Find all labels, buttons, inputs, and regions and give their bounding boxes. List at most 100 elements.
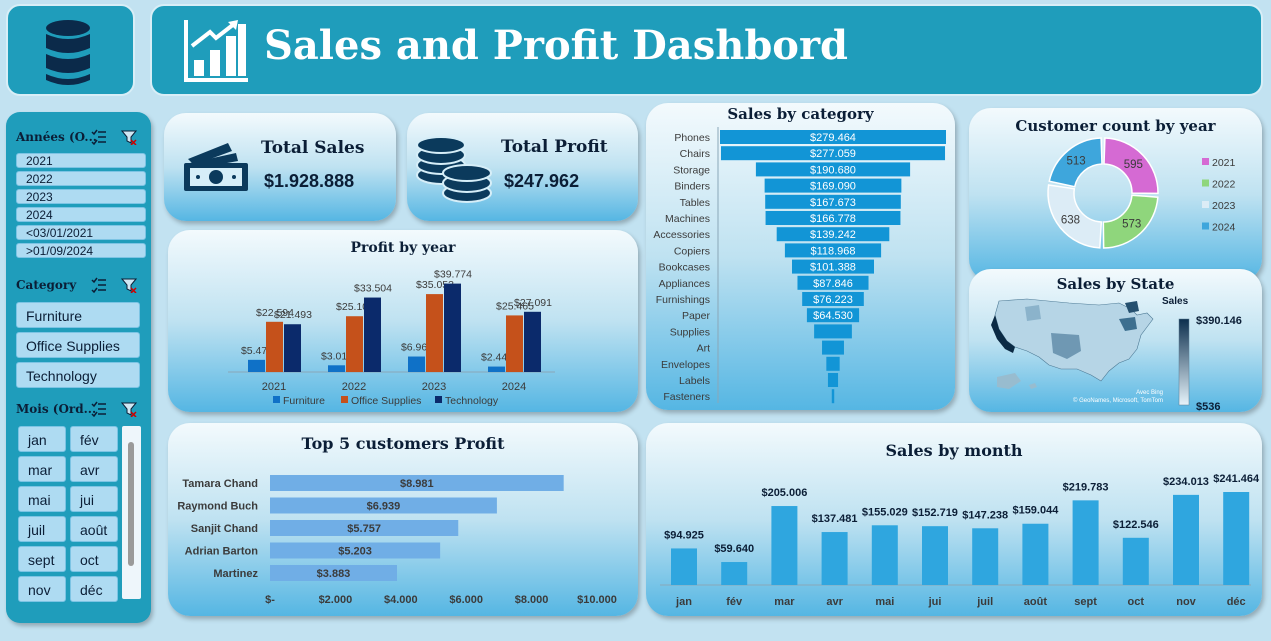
funnel-bar bbox=[826, 356, 840, 371]
sales-by-month-chart: $94.925 jan $59.640 fév $205.006 mar $137.481 a… bbox=[660, 473, 1260, 608]
slicer-panel: Années (O... 2021 2022 2023 2024 <03/01/… bbox=[6, 112, 151, 623]
category-label: Envelopes bbox=[661, 359, 710, 371]
legend-label: 2024 bbox=[1212, 222, 1236, 234]
slicer-category-item[interactable]: Technology bbox=[16, 362, 140, 388]
data-label: $5.470 bbox=[241, 345, 273, 357]
x-tick-label: $4.000 bbox=[384, 594, 418, 606]
data-label: $155.029 bbox=[862, 506, 908, 518]
data-label: $139.242 bbox=[810, 229, 856, 241]
total-sales-card: Total Sales $1.928.888 bbox=[164, 113, 396, 221]
customer-count-chart: 595 573 638 513 2021 2022 2023 2024 bbox=[1047, 137, 1236, 249]
data-label: 595 bbox=[1124, 159, 1143, 171]
customer-label: Tamara Chand bbox=[182, 478, 258, 490]
category-label: Bookcases bbox=[659, 262, 710, 274]
sales-by-state-title: Sales by State bbox=[1056, 275, 1175, 293]
slicer-category-item[interactable]: Office Supplies bbox=[16, 332, 140, 358]
customer-label: Raymond Buch bbox=[177, 501, 258, 513]
bar-office-supplies bbox=[426, 294, 443, 372]
data-label: $33.504 bbox=[354, 283, 392, 295]
slicer-year-item[interactable]: 2024 bbox=[16, 207, 146, 222]
sales-by-state-card: Sales by State Sales $390.146 $536 Avec … bbox=[969, 269, 1262, 412]
data-label: $6.939 bbox=[367, 501, 401, 513]
data-label: $147.238 bbox=[962, 509, 1008, 521]
slicer-month-item[interactable]: août bbox=[70, 516, 118, 542]
x-tick-label: juil bbox=[976, 596, 993, 608]
legend-swatch bbox=[1202, 179, 1209, 187]
x-tick-label: $6.000 bbox=[449, 594, 483, 606]
category-label: Storage bbox=[673, 164, 710, 176]
slicer-month-item[interactable]: juil bbox=[18, 516, 66, 542]
sales-by-month-title: Sales by month bbox=[885, 441, 1023, 460]
donut-slice-2021 bbox=[1103, 137, 1159, 195]
category-label: Fasteners bbox=[663, 391, 710, 403]
slicer-month-item[interactable]: fév bbox=[70, 426, 118, 452]
clear-filter-icon[interactable] bbox=[121, 277, 137, 293]
customer-bar bbox=[270, 542, 441, 559]
category-label: Art bbox=[697, 343, 711, 355]
customer-bar bbox=[270, 520, 459, 536]
total-profit-value: $247.962 bbox=[504, 171, 580, 191]
map-legend-max: $390.146 bbox=[1196, 315, 1242, 327]
customer-count-title: Customer count by year bbox=[1015, 117, 1216, 135]
x-tick-label: 2022 bbox=[342, 381, 366, 393]
months-scrollbar[interactable] bbox=[122, 426, 141, 599]
legend-label: Furniture bbox=[283, 395, 325, 407]
total-sales-label: Total Sales bbox=[261, 138, 365, 158]
slicer-month-item[interactable]: avr bbox=[70, 456, 118, 482]
clear-filter-icon[interactable] bbox=[121, 129, 137, 145]
map-credit-bing: Avec Bing bbox=[1136, 390, 1163, 396]
slicer-year-item[interactable]: >01/09/2024 bbox=[16, 243, 146, 258]
sales-by-category-card: Sales by category Phones $279.464 Chairs $2… bbox=[646, 103, 955, 410]
slicer-month-item[interactable]: oct bbox=[70, 546, 118, 572]
scrollbar-thumb[interactable] bbox=[128, 442, 134, 566]
bar-office-supplies bbox=[506, 315, 523, 372]
data-label: $3.883 bbox=[317, 568, 351, 580]
category-label: Chairs bbox=[680, 148, 710, 160]
x-tick-label: nov bbox=[1176, 596, 1196, 608]
slicer-month-item[interactable]: mar bbox=[18, 456, 66, 482]
multi-select-icon[interactable] bbox=[91, 129, 107, 145]
funnel-bar bbox=[814, 324, 852, 339]
slicer-month-item[interactable]: nov bbox=[18, 576, 66, 602]
data-label: $8.981 bbox=[400, 478, 434, 490]
funnel-bar bbox=[755, 162, 911, 177]
slicer-month-item[interactable]: déc bbox=[70, 576, 118, 602]
multi-select-icon[interactable] bbox=[91, 277, 107, 293]
slicer-years-title: Années (O... bbox=[16, 130, 97, 144]
x-tick-label: $- bbox=[265, 594, 275, 606]
legend-label: 2021 bbox=[1212, 157, 1236, 169]
database-icon bbox=[46, 20, 90, 85]
slicer-year-item[interactable]: 2021 bbox=[16, 153, 146, 168]
category-label: Supplies bbox=[670, 326, 710, 338]
bar-technology bbox=[444, 283, 461, 372]
slicer-year-item[interactable]: 2022 bbox=[16, 171, 146, 186]
slicer-month-item[interactable]: mai bbox=[18, 486, 66, 512]
slicer-year-item[interactable]: 2023 bbox=[16, 189, 146, 204]
clear-filter-icon[interactable] bbox=[121, 401, 137, 417]
database-logo bbox=[6, 4, 135, 96]
slicer-category-item[interactable]: Furniture bbox=[16, 302, 140, 328]
slicer-month-item[interactable]: jan bbox=[18, 426, 66, 452]
month-bar bbox=[771, 506, 798, 585]
data-label: $166.778 bbox=[810, 213, 856, 225]
x-tick-label: jui bbox=[928, 596, 942, 608]
data-label: $118.968 bbox=[810, 245, 855, 257]
data-label: $205.006 bbox=[761, 487, 807, 499]
bar-technology bbox=[524, 311, 541, 372]
coins-icon bbox=[416, 136, 492, 203]
x-tick-label: $10.000 bbox=[577, 594, 617, 606]
slicer-month-item[interactable]: jui bbox=[70, 486, 118, 512]
data-label: $2.444 bbox=[481, 352, 513, 364]
month-bar bbox=[821, 532, 848, 585]
month-bar bbox=[671, 548, 697, 585]
funnel-bar bbox=[784, 243, 882, 258]
multi-select-icon[interactable] bbox=[91, 401, 107, 417]
bar-furniture bbox=[408, 356, 425, 372]
data-label: $22.594 bbox=[256, 307, 294, 319]
slicer-month-item[interactable]: sept bbox=[18, 546, 66, 572]
data-label: $39.774 bbox=[434, 269, 472, 281]
data-label: $137.481 bbox=[812, 513, 858, 525]
slicer-year-item[interactable]: <03/01/2021 bbox=[16, 225, 146, 240]
donut-slice-2022 bbox=[1102, 194, 1159, 249]
data-label: $21.493 bbox=[274, 309, 312, 321]
